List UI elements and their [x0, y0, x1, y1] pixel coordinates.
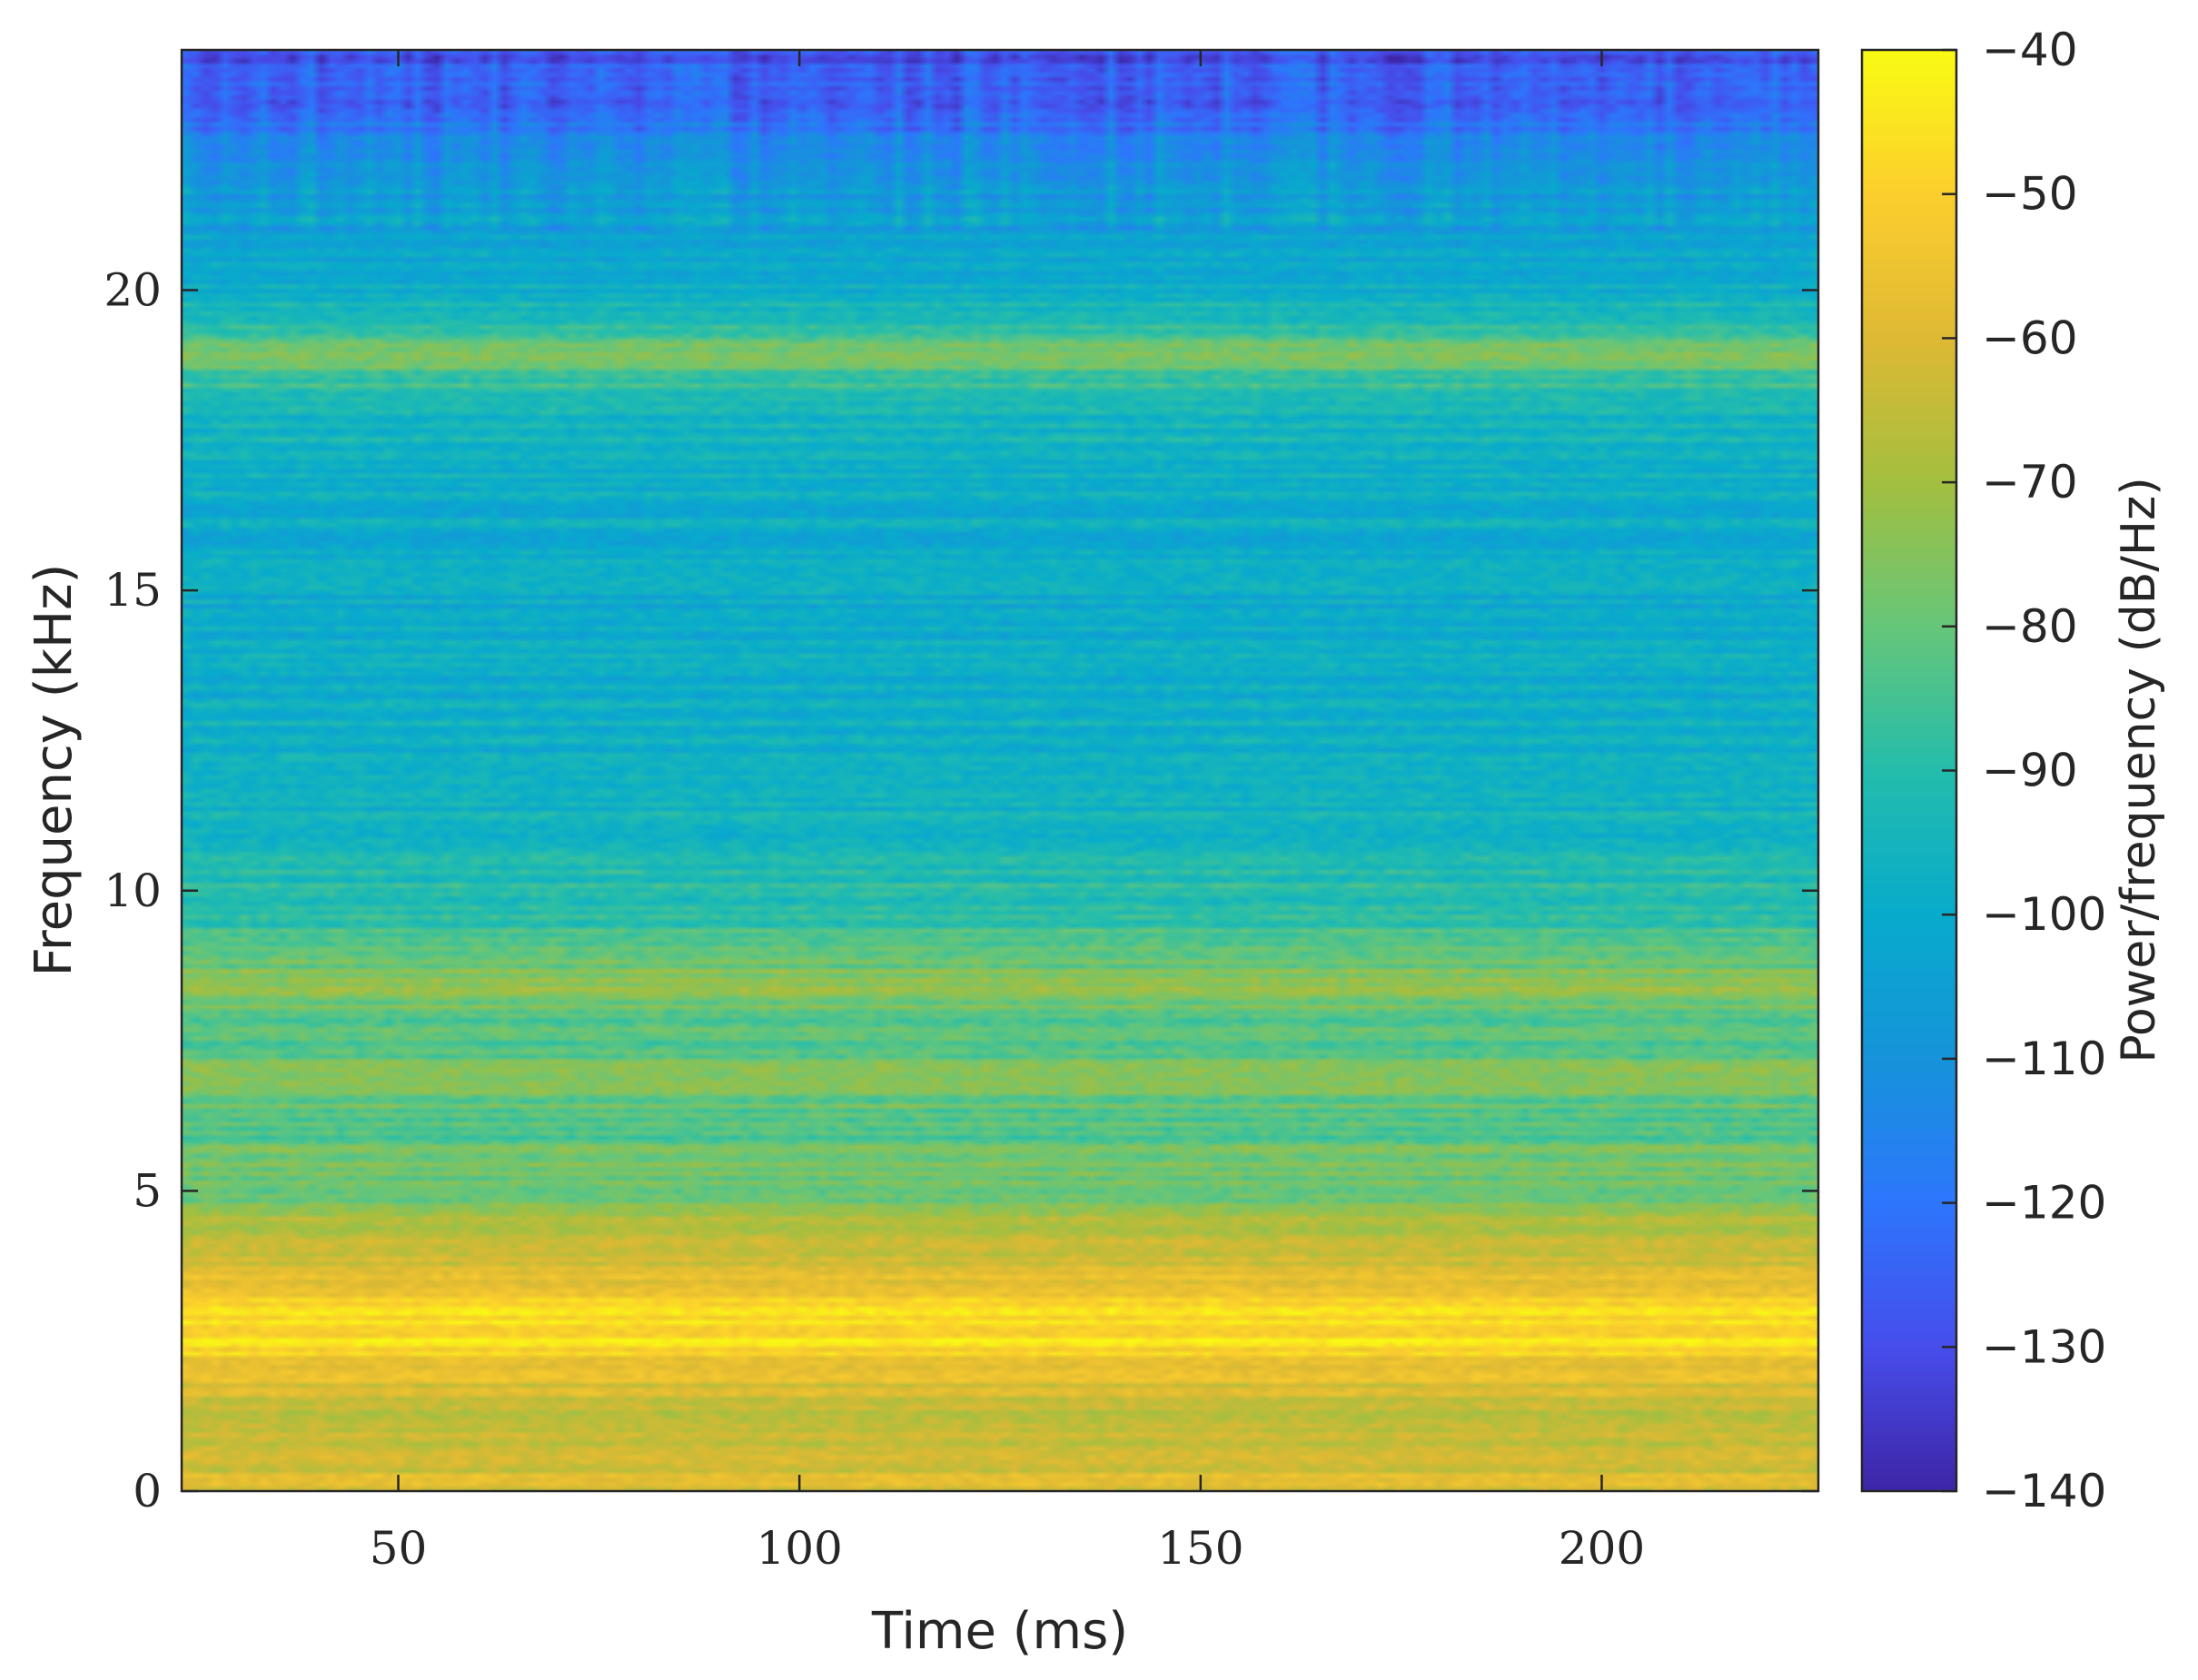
spectrogram-heatmap: [182, 50, 1818, 1491]
colorbar-tick-label: −130: [1982, 1320, 2106, 1373]
colorbar-tick-label: −60: [1982, 311, 2078, 364]
plot-frame: [180, 48, 1820, 1493]
y-axis-label: Frequency (kHz): [25, 564, 84, 977]
colorbar: −40 −50 −60 −70 −80 −90 −100 −110 −120 −130 −140: [1860, 24, 2106, 1517]
colorbar-tick-label: −80: [1982, 600, 2078, 653]
heatmap-image: [182, 50, 1818, 1491]
colorbar-gradient: [1862, 50, 1956, 1491]
x-tick-label: 100: [756, 1522, 842, 1575]
colorbar-tick-label: −90: [1982, 745, 2078, 797]
x-tick-label: 150: [1157, 1522, 1243, 1575]
y-tick-label: 5: [133, 1164, 162, 1217]
x-axis-label: Time (ms): [871, 1602, 1128, 1661]
x-tick-label: 200: [1559, 1522, 1645, 1575]
colorbar-tick-label: −140: [1982, 1465, 2106, 1517]
colorbar-tick-label: −50: [1982, 168, 2078, 221]
colorbar-tick-label: −110: [1982, 1033, 2106, 1085]
colorbar-label: Power/frequency (dB/Hz): [2112, 477, 2166, 1062]
x-tick-label: 50: [370, 1522, 428, 1575]
y-tick-label: 15: [104, 564, 162, 617]
y-tick-label: 0: [133, 1465, 162, 1517]
colorbar-tick-label: −120: [1982, 1177, 2106, 1230]
y-tick-label: 20: [104, 264, 162, 317]
colorbar-tick-label: −40: [1982, 24, 2078, 76]
colorbar-tick-label: −70: [1982, 456, 2078, 509]
y-tick-label: 10: [104, 865, 162, 917]
colorbar-tick-label: −100: [1982, 888, 2106, 941]
plot-axes: 50 100 150 200 0 5 10 15 20: [104, 48, 1820, 1575]
